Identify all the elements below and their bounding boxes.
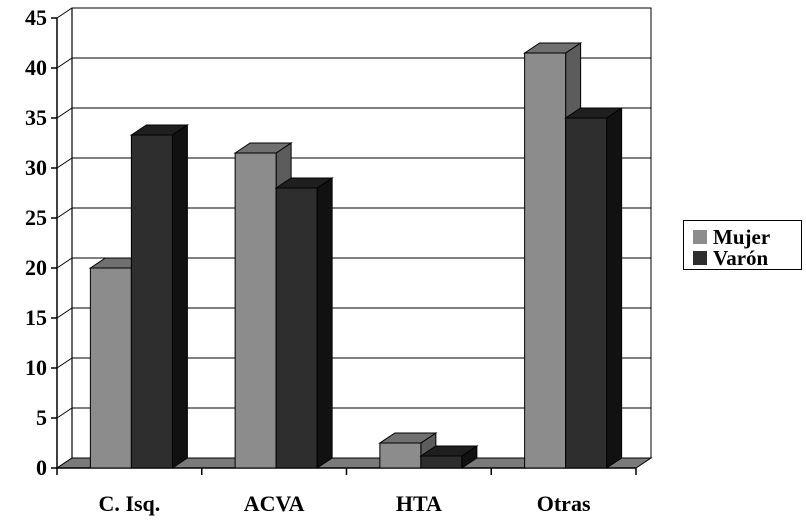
- bar-mujer: [89, 267, 132, 469]
- gridline-side: [56, 357, 73, 369]
- y-tick-label: 5: [36, 405, 47, 430]
- y-tick-label: 40: [25, 55, 47, 80]
- legend-label-varon: Varón: [713, 246, 769, 270]
- gridline-side: [56, 257, 73, 269]
- x-tick-label: C. Isq.: [99, 491, 161, 516]
- bar-mujer: [234, 152, 277, 469]
- bar-side-varon: [316, 177, 333, 469]
- y-tick-label: 0: [36, 455, 47, 480]
- bar-varon: [275, 187, 318, 469]
- legend-label-mujer: Mujer: [713, 225, 771, 249]
- bar-varon: [130, 134, 173, 469]
- gridline-side: [56, 157, 73, 169]
- y-tick-label: 25: [25, 205, 47, 230]
- y-tick-label: 20: [25, 255, 47, 280]
- y-tick-label: 30: [25, 155, 47, 180]
- legend-swatch-varon: [693, 251, 707, 265]
- gridline-side: [56, 57, 73, 69]
- legend-item-varon: Varón: [693, 246, 801, 270]
- gridline-side: [56, 107, 73, 119]
- chart-legend: Mujer Varón: [683, 220, 802, 270]
- bar-side-varon: [171, 124, 188, 469]
- gridline-side: [56, 307, 73, 319]
- bar-varon: [420, 455, 463, 469]
- y-tick-label: 10: [25, 355, 47, 380]
- x-tick-label: HTA: [396, 491, 442, 516]
- y-tick-label: 15: [25, 305, 47, 330]
- bar-mujer: [379, 442, 422, 469]
- x-tick-label: ACVA: [244, 491, 305, 516]
- gridline-side: [56, 407, 73, 419]
- bar-mujer: [524, 52, 567, 469]
- legend-item-mujer: Mujer: [693, 225, 801, 249]
- bar-varon: [565, 117, 608, 469]
- gridline-side: [56, 207, 73, 219]
- x-tick-label: Otras: [537, 491, 591, 516]
- bar-side-varon: [606, 107, 623, 469]
- legend-swatch-mujer: [693, 230, 707, 244]
- gridline-side: [56, 7, 73, 19]
- y-tick-label: 35: [25, 105, 47, 130]
- y-tick-label: 45: [25, 5, 47, 30]
